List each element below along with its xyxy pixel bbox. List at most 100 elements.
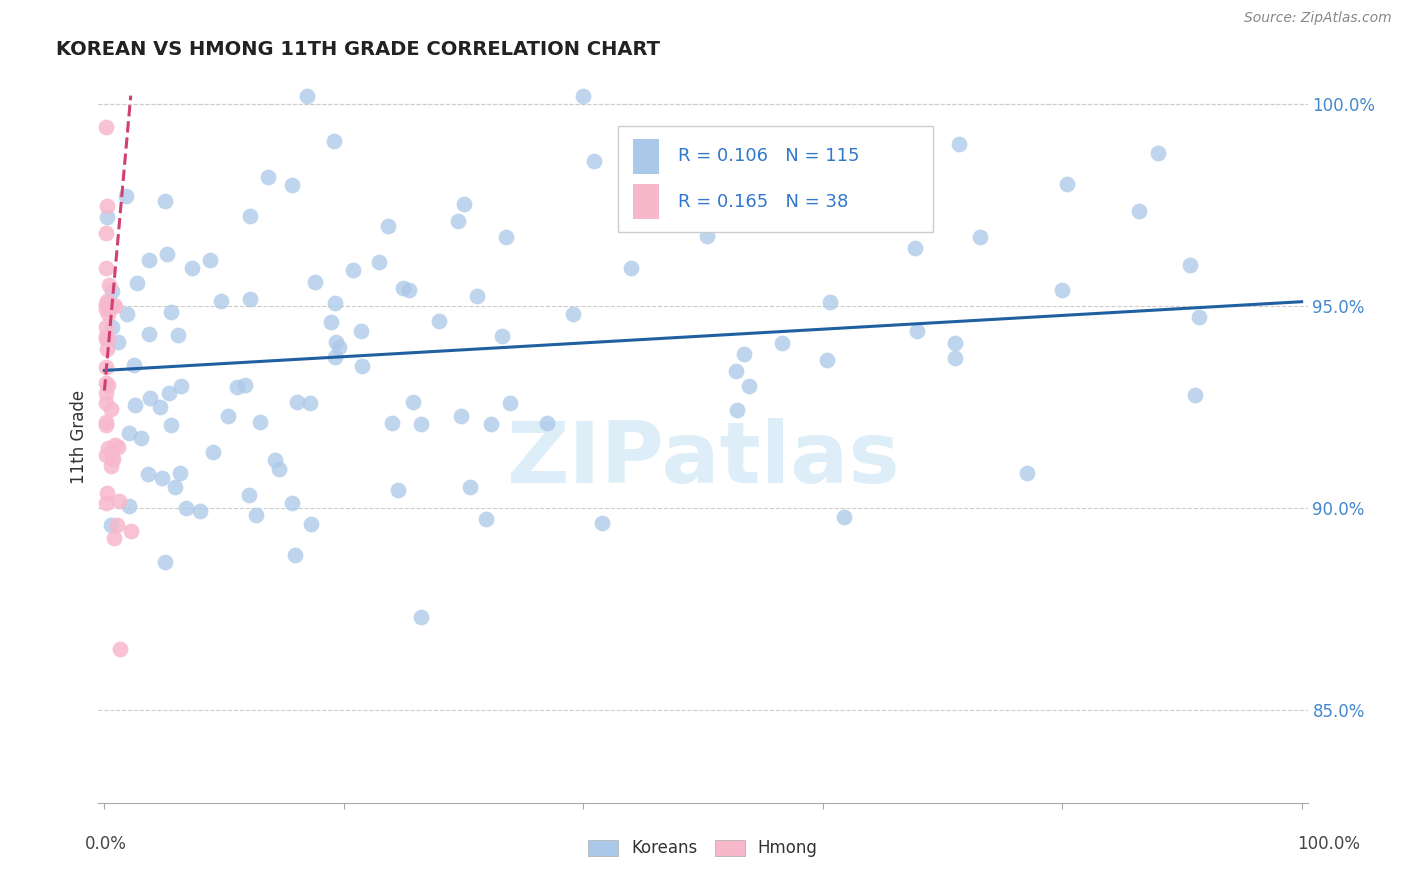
Point: [1056, 178, 1078, 192]
Point: [94, 448, 117, 462]
Point: [1188, 310, 1211, 325]
Point: [150, 471, 173, 485]
Point: [124, 358, 146, 372]
Point: [97, 278, 120, 293]
Point: [96, 199, 118, 213]
Point: [725, 364, 748, 378]
Point: [571, 88, 593, 103]
Point: [411, 417, 433, 431]
Point: [481, 417, 503, 431]
Point: [97, 378, 120, 392]
Point: [498, 395, 520, 409]
Point: [107, 441, 129, 455]
Point: [323, 296, 346, 310]
Point: [832, 509, 855, 524]
Legend: Koreans, Hmong: Koreans, Hmong: [582, 832, 824, 864]
Text: ZIPatlas: ZIPatlas: [506, 417, 900, 500]
Point: [696, 229, 718, 244]
Point: [94, 496, 117, 510]
Point: [107, 335, 129, 350]
Point: [96, 210, 118, 224]
Point: [725, 402, 748, 417]
Point: [94, 120, 117, 135]
Point: [209, 293, 232, 308]
Point: [167, 328, 190, 343]
Point: [263, 452, 285, 467]
Point: [124, 398, 146, 412]
Point: [319, 315, 342, 329]
Point: [832, 213, 855, 227]
Text: R = 0.165   N = 38: R = 0.165 N = 38: [678, 193, 848, 211]
Point: [165, 480, 187, 494]
Point: [200, 252, 222, 267]
Point: [323, 350, 346, 364]
Point: [94, 329, 117, 343]
Point: [325, 334, 347, 349]
Point: [96, 342, 118, 356]
Point: [96, 294, 118, 309]
Point: [450, 409, 472, 424]
Point: [1147, 145, 1170, 160]
Point: [377, 219, 399, 233]
Point: [100, 320, 122, 334]
Point: [94, 260, 117, 275]
FancyBboxPatch shape: [633, 184, 659, 219]
Text: 100.0%: 100.0%: [1298, 835, 1360, 853]
Point: [284, 548, 307, 562]
Point: [943, 351, 966, 366]
Point: [352, 359, 374, 373]
Point: [103, 531, 125, 545]
Point: [160, 305, 183, 319]
Point: [100, 450, 122, 464]
Point: [297, 88, 319, 103]
Text: KOREAN VS HMONG 11TH GRADE CORRELATION CHART: KOREAN VS HMONG 11TH GRADE CORRELATION C…: [56, 40, 661, 59]
Point: [138, 327, 160, 342]
Point: [94, 415, 117, 429]
Point: [398, 283, 420, 297]
Point: [157, 386, 180, 401]
Point: [153, 194, 176, 208]
Point: [101, 452, 124, 467]
Point: [738, 379, 761, 393]
Point: [139, 391, 162, 405]
Point: [94, 320, 117, 334]
Text: Source: ZipAtlas.com: Source: ZipAtlas.com: [1244, 12, 1392, 25]
Point: [118, 499, 141, 513]
Point: [239, 293, 262, 307]
Point: [169, 379, 191, 393]
Point: [733, 347, 755, 361]
Point: [149, 400, 172, 414]
Point: [94, 396, 117, 410]
Point: [1050, 284, 1073, 298]
Point: [1178, 258, 1201, 272]
Point: [280, 495, 302, 509]
Point: [943, 335, 966, 350]
Point: [108, 642, 131, 657]
Point: [104, 299, 127, 313]
Point: [97, 441, 120, 455]
Point: [453, 197, 475, 211]
Point: [285, 395, 308, 409]
Point: [94, 226, 117, 240]
Point: [475, 512, 498, 526]
Point: [94, 376, 117, 390]
Point: [117, 307, 139, 321]
Point: [465, 289, 488, 303]
Point: [97, 332, 120, 346]
Point: [120, 524, 142, 539]
Point: [136, 467, 159, 481]
Point: [188, 504, 211, 518]
Point: [818, 294, 841, 309]
Point: [620, 260, 643, 275]
Point: [239, 209, 262, 223]
Point: [94, 332, 117, 346]
Point: [94, 297, 117, 311]
Point: [591, 516, 613, 530]
Point: [169, 467, 191, 481]
Point: [226, 380, 249, 394]
Text: 0.0%: 0.0%: [84, 835, 127, 853]
Point: [155, 247, 177, 261]
Point: [174, 500, 197, 515]
Point: [96, 486, 118, 500]
Point: [298, 396, 321, 410]
